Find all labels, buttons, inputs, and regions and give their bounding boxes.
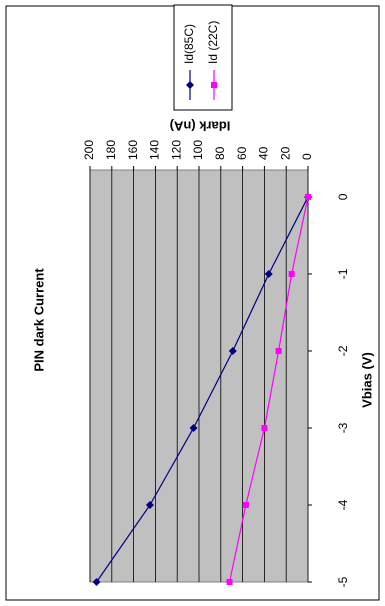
x-tick-label: -3 xyxy=(336,422,350,433)
y-tick-label: 160 xyxy=(126,140,140,160)
y-tick-label: 200 xyxy=(82,140,96,160)
x-tick-label: -1 xyxy=(336,268,350,279)
marker xyxy=(189,423,198,432)
legend-label: Id (22C) xyxy=(206,21,220,64)
y-tick-label: 60 xyxy=(235,146,249,160)
legend-label: Id(85C) xyxy=(182,24,196,64)
x-tick-label: -2 xyxy=(336,345,350,356)
chart-title: PIN dark Current xyxy=(31,268,46,372)
y-tick-label: 100 xyxy=(191,140,205,160)
marker xyxy=(228,346,237,355)
x-tick-label: -4 xyxy=(336,499,350,510)
x-tick-label: -5 xyxy=(336,576,350,587)
marker xyxy=(261,424,268,431)
marker xyxy=(242,501,249,508)
marker xyxy=(305,193,311,200)
marker xyxy=(145,500,154,509)
x-axis-title: Vbias (V) xyxy=(359,352,374,408)
y-tick-label: 180 xyxy=(104,140,118,160)
y-tick-label: 140 xyxy=(148,140,162,160)
y-tick-label: 0 xyxy=(300,153,314,160)
marker xyxy=(288,270,295,277)
legend xyxy=(173,4,233,111)
marker xyxy=(92,578,101,586)
y-axis-title: Idark (nA) xyxy=(170,119,231,134)
marker xyxy=(264,269,273,278)
x-tick-label: 0 xyxy=(336,193,350,200)
marker xyxy=(226,579,233,585)
y-tick-label: 120 xyxy=(169,140,183,160)
series-line xyxy=(96,196,309,583)
marker xyxy=(275,347,282,354)
legend-marker xyxy=(211,82,217,88)
series-line xyxy=(228,196,309,583)
y-tick-label: 80 xyxy=(213,146,227,160)
y-tick-label: 40 xyxy=(257,146,271,160)
legend-marker xyxy=(186,81,194,89)
y-tick-label: 20 xyxy=(278,146,292,160)
